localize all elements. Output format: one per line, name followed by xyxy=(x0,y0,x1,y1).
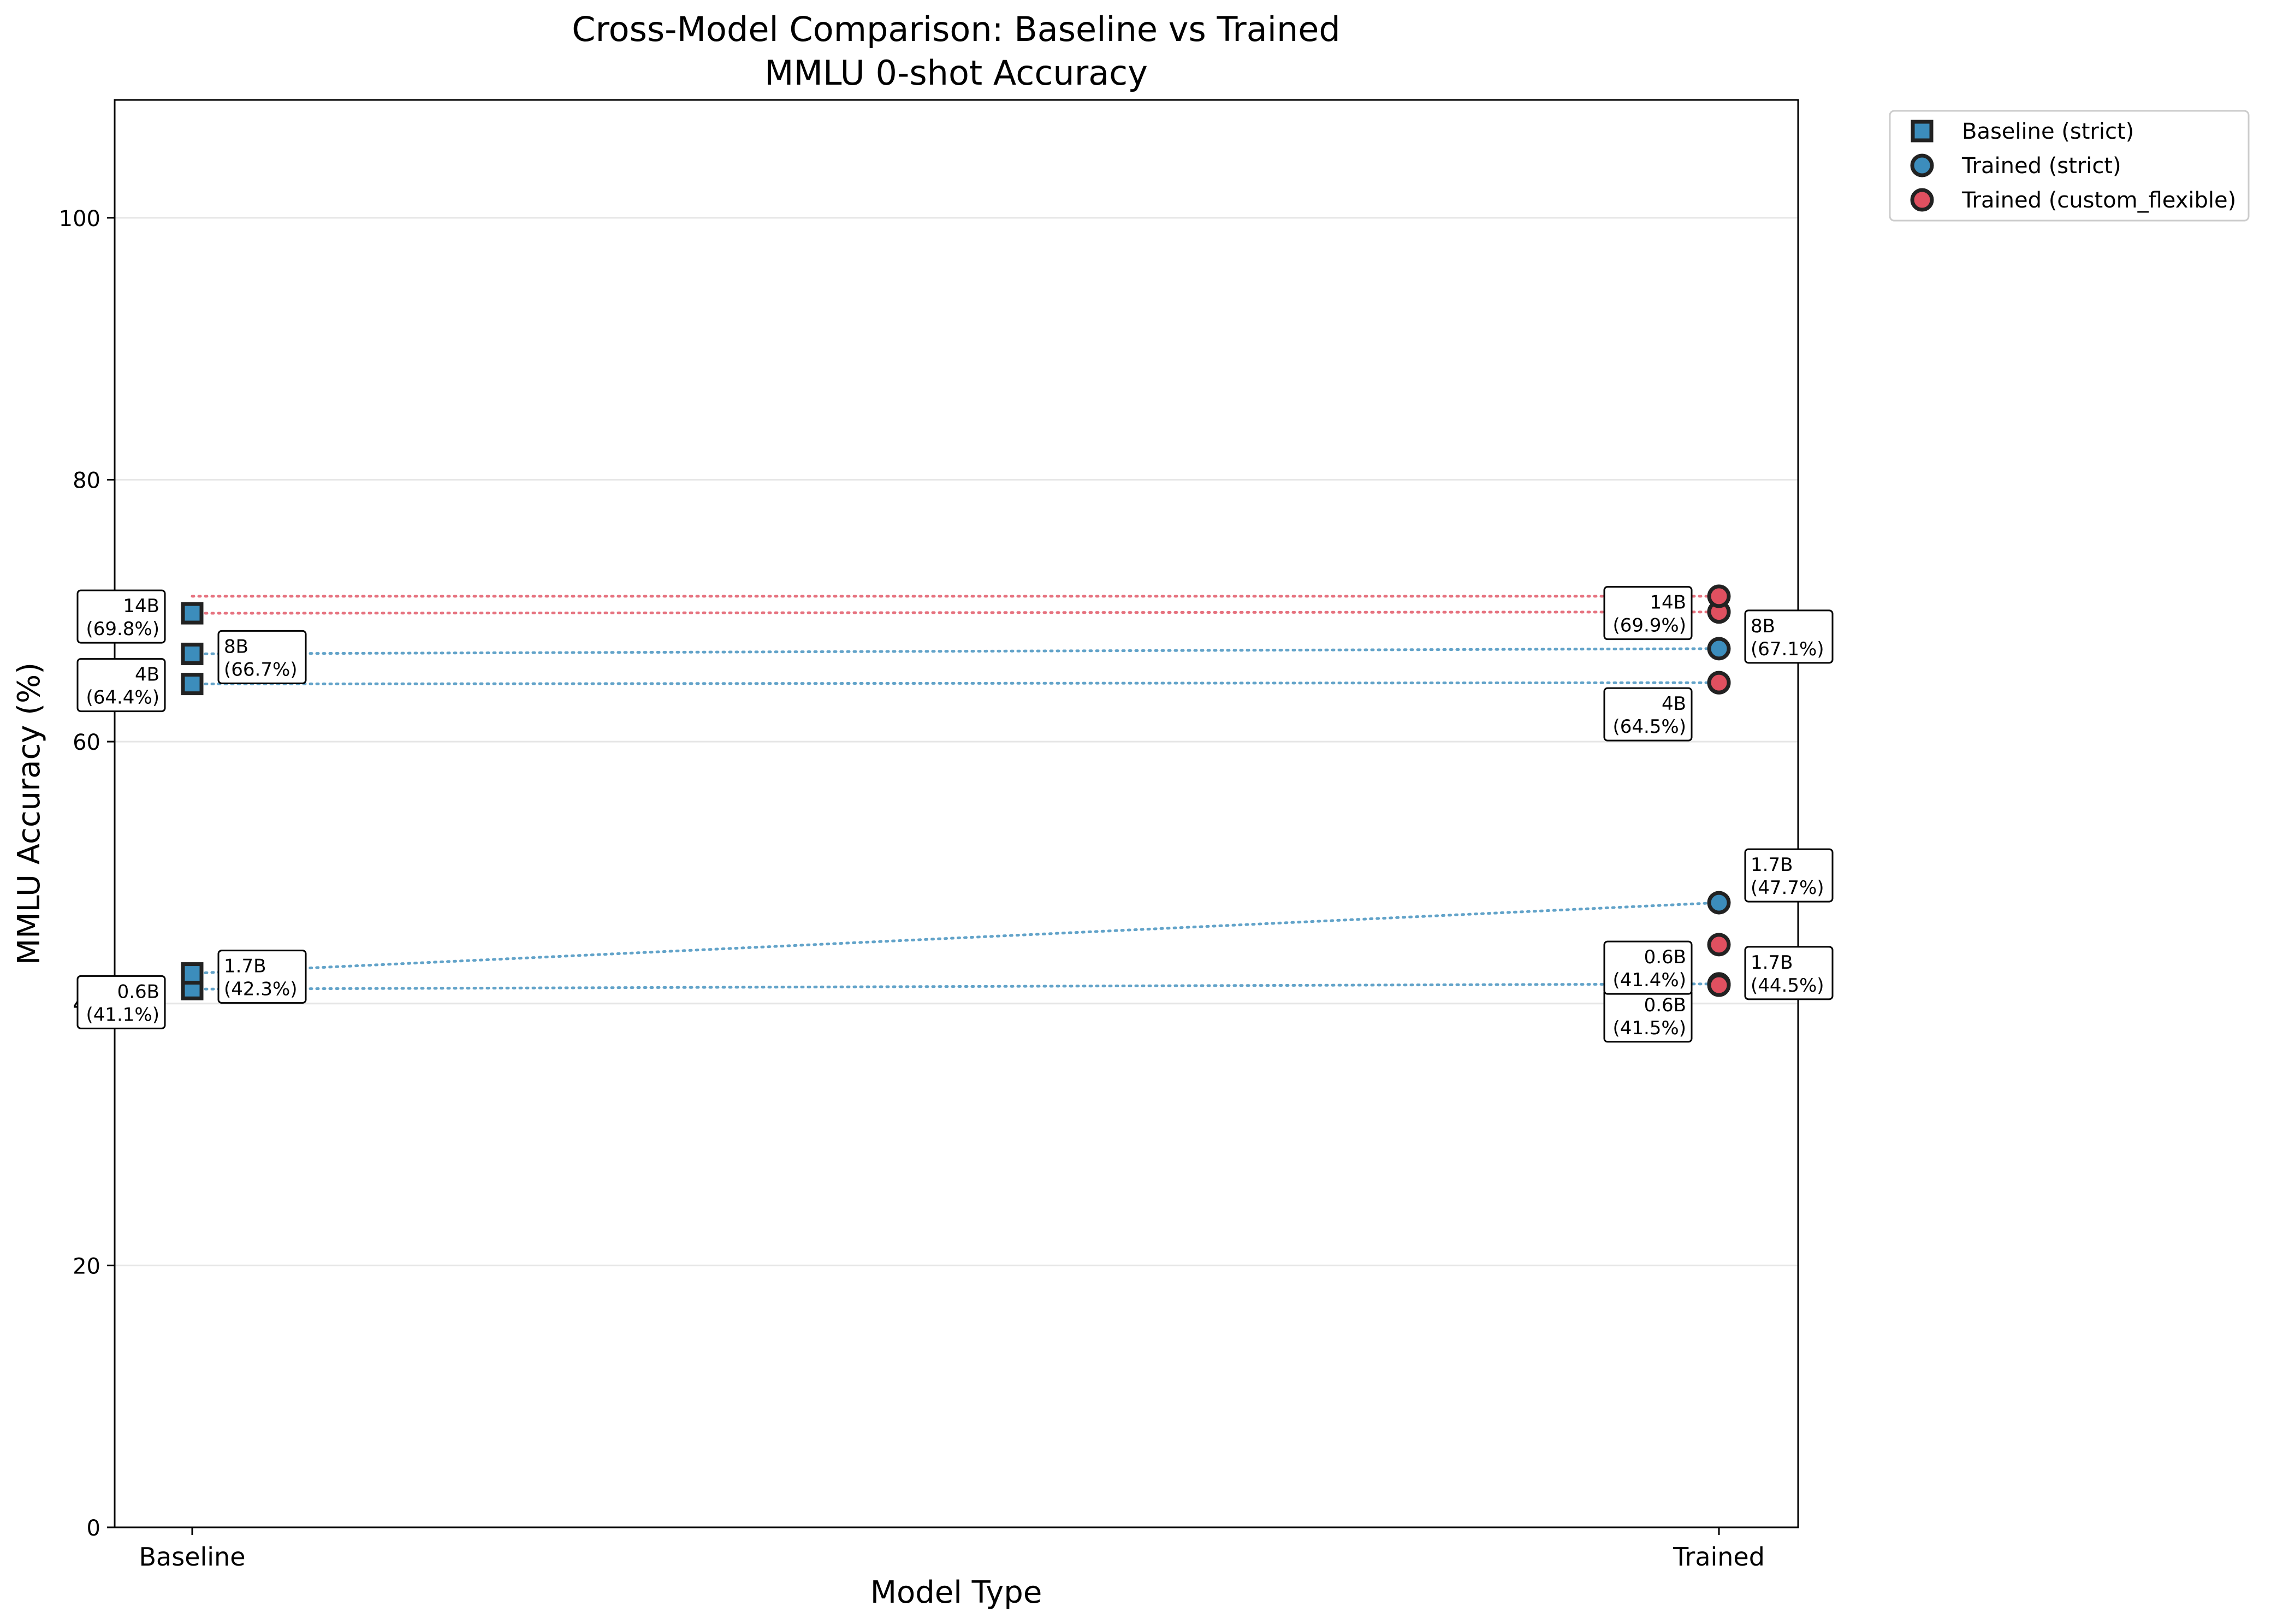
data-label-box xyxy=(76,658,166,713)
data-point xyxy=(181,962,204,985)
data-labels: 0.6B(41.1%)1.7B(42.3%)4B(64.4%)8B(66.7%)… xyxy=(76,586,1834,1043)
y-axis: 020406080100 xyxy=(59,206,115,1541)
connector-lines xyxy=(191,595,1721,991)
data-label-model: 4B xyxy=(135,664,159,686)
data-label-value: (44.5%) xyxy=(1751,975,1824,997)
data-point xyxy=(1707,973,1731,997)
legend-marker xyxy=(1910,188,1934,212)
chart-title: Cross-Model Comparison: Baseline vs Trai… xyxy=(572,9,1341,49)
data-point xyxy=(181,673,204,696)
data-label-model: 1.7B xyxy=(1751,952,1793,974)
data-label-box xyxy=(76,975,166,1029)
connector-line xyxy=(191,982,1721,991)
data-point xyxy=(181,642,204,665)
data-label: 1.7B(47.7%) xyxy=(1744,848,1834,903)
data-label-value: (41.1%) xyxy=(86,1004,159,1026)
x-axis: Baseline Trained xyxy=(139,1527,1765,1572)
data-point xyxy=(1707,584,1731,608)
data-label-value: (67.1%) xyxy=(1751,638,1824,660)
chart-subtitle: MMLU 0-shot Accuracy xyxy=(764,53,1148,93)
data-label-value: (41.4%) xyxy=(1612,969,1686,991)
data-label-model: 1.7B xyxy=(1751,854,1793,876)
data-label: 0.6B(41.4%) xyxy=(1603,940,1693,995)
data-label: 1.7B(42.3%) xyxy=(217,950,307,1004)
data-label-value: (47.7%) xyxy=(1751,877,1824,899)
data-point xyxy=(1707,891,1731,915)
data-label: 8B(66.7%) xyxy=(217,630,307,684)
y-tick-label: 80 xyxy=(73,468,100,493)
data-label-box xyxy=(1603,940,1693,995)
data-label-value: (69.9%) xyxy=(1612,615,1686,637)
legend-entry-label: Baseline (strict) xyxy=(1962,119,2134,144)
data-label-box xyxy=(1744,848,1834,903)
data-label-value: (42.3%) xyxy=(224,979,298,1000)
data-label: 1.7B(44.5%) xyxy=(1744,946,1834,1000)
data-label: 8B(67.1%) xyxy=(1744,609,1834,664)
data-label-box xyxy=(76,589,166,644)
legend-marker xyxy=(1911,120,1934,143)
data-label: 14B(69.8%) xyxy=(76,589,166,644)
data-label-value: (64.4%) xyxy=(86,687,159,709)
data-label-model: 0.6B xyxy=(1644,946,1686,968)
x-tick-label: Trained xyxy=(1673,1542,1765,1572)
data-label: 14B(69.9%) xyxy=(1603,586,1693,641)
data-label-value: (66.7%) xyxy=(224,659,298,680)
data-point xyxy=(181,602,204,625)
y-tick-label: 100 xyxy=(59,206,100,232)
x-tick-label: Baseline xyxy=(139,1542,245,1572)
data-label-value: (69.8%) xyxy=(86,618,159,640)
data-label-value: (64.5%) xyxy=(1612,716,1686,738)
legend-frame xyxy=(1889,110,2250,222)
connector-line xyxy=(191,611,1721,615)
y-tick-label: 0 xyxy=(87,1516,100,1541)
gridlines xyxy=(115,217,1798,1266)
data-label-model: 4B xyxy=(1662,693,1686,715)
connector-line xyxy=(191,901,1721,975)
data-point xyxy=(1707,637,1731,661)
y-axis-label: MMLU Accuracy (%) xyxy=(11,662,47,965)
data-label-model: 8B xyxy=(224,636,248,657)
data-label-model: 14B xyxy=(1650,592,1686,614)
data-label-box xyxy=(1744,609,1834,664)
data-label-box xyxy=(1744,946,1834,1000)
data-label-box xyxy=(1603,687,1693,742)
y-tick-label: 60 xyxy=(73,730,100,755)
data-label: 4B(64.5%) xyxy=(1603,687,1693,742)
data-label: 0.6B(41.5%) xyxy=(1603,988,1693,1043)
data-label-box xyxy=(217,950,307,1004)
data-label-box xyxy=(217,630,307,684)
y-tick-label: 20 xyxy=(73,1254,100,1279)
data-label-model: 0.6B xyxy=(117,981,159,1003)
data-label-model: 0.6B xyxy=(1644,994,1686,1016)
connector-line xyxy=(191,647,1721,655)
data-label-box xyxy=(1603,586,1693,641)
data-label-value: (41.5%) xyxy=(1612,1017,1686,1039)
data-markers xyxy=(181,584,1731,1000)
data-label: 4B(64.4%) xyxy=(76,658,166,713)
data-point xyxy=(1707,671,1731,695)
data-label-model: 14B xyxy=(123,595,159,617)
data-label: 0.6B(41.1%) xyxy=(76,975,166,1029)
x-axis-label: Model Type xyxy=(870,1575,1042,1610)
data-label-model: 8B xyxy=(1751,615,1775,637)
legend-entry-label: Trained (custom_flexible) xyxy=(1961,188,2236,213)
legend: Baseline (strict) Trained (strict) Trained… xyxy=(1889,110,2250,222)
connector-line xyxy=(191,681,1721,686)
legend-entry-label: Trained (strict) xyxy=(1961,153,2121,179)
legend-marker xyxy=(1910,153,1934,177)
data-point xyxy=(1707,933,1731,957)
data-label-model: 1.7B xyxy=(224,956,266,977)
plot-area-frame xyxy=(114,99,1799,1528)
